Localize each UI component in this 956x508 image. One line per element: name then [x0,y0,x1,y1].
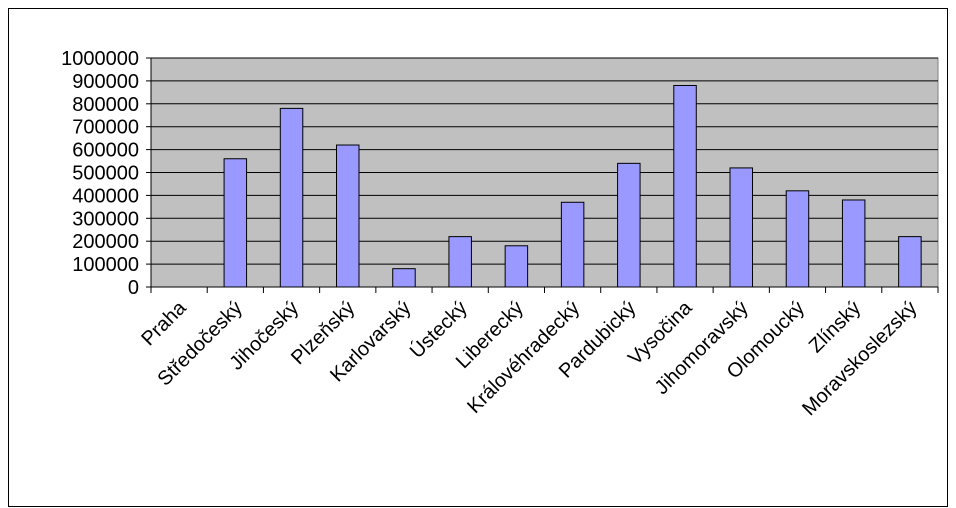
y-tick-label: 700000 [72,117,139,139]
bar [673,84,697,288]
bar [841,199,866,288]
bar [223,158,248,288]
y-tick-label: 900000 [72,71,139,93]
y-tick-label: 200000 [72,231,139,253]
bar [560,201,585,288]
bar [729,167,753,288]
bar [785,190,810,288]
y-tick-label: 500000 [72,163,139,185]
y-tick-label: 800000 [72,94,139,116]
bar [898,236,922,288]
bar [392,268,416,288]
y-tick-label: 0 [128,277,139,299]
bar [279,107,304,288]
bar [617,162,641,288]
y-tick-label: 400000 [72,185,139,207]
y-tick-label: 100000 [72,254,139,276]
bar [336,144,360,288]
bar [504,245,529,288]
y-tick-label: 1000000 [61,48,139,70]
y-tick-label: 600000 [72,140,139,162]
bar [448,236,472,288]
y-tick-label: 300000 [72,208,139,230]
